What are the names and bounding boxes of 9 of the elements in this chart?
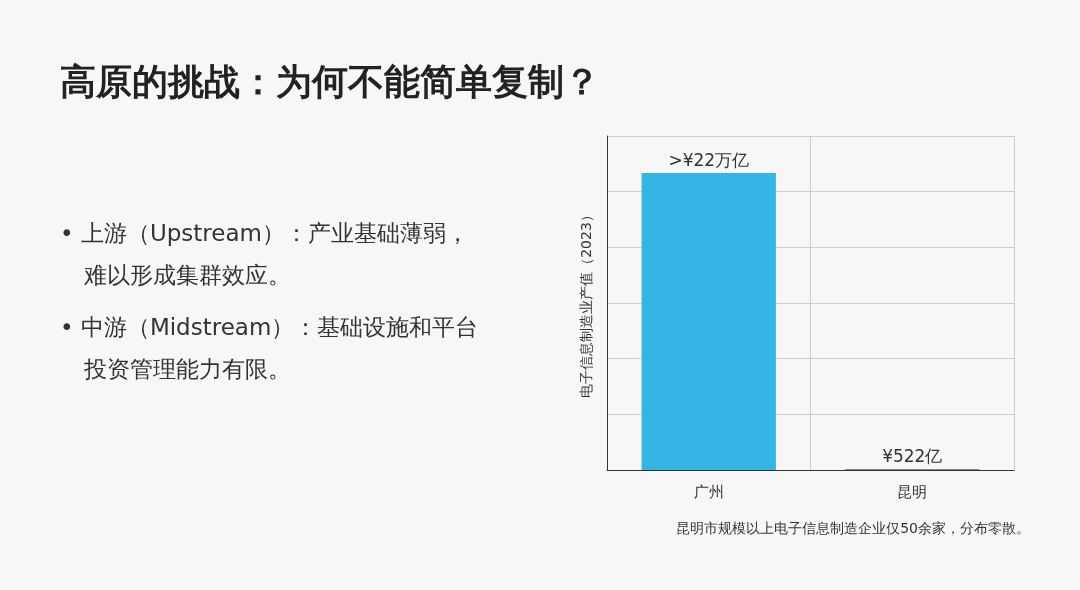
data-label: >¥22万亿 <box>668 149 750 170</box>
data-label: ¥522亿 <box>882 445 943 466</box>
text: • 上游（Upstream）：产业基础薄弱，难以形成集群效应。 <box>60 219 470 290</box>
y-axis-title: 电子信息制造业产值（2023） <box>578 208 594 398</box>
text: • 中游（Midstream）：基础设施和平台投资管理能力有限。 <box>60 313 480 384</box>
x-tick-label: 昆明 <box>897 482 928 501</box>
x-tick-label: 广州 <box>693 482 724 501</box>
text: 昆明市规模以上电子信息制造企业仅50余家，分布零散。 <box>675 520 1030 538</box>
chart-title: 高原的挑战：为何不能简单复制？ <box>60 60 600 104</box>
